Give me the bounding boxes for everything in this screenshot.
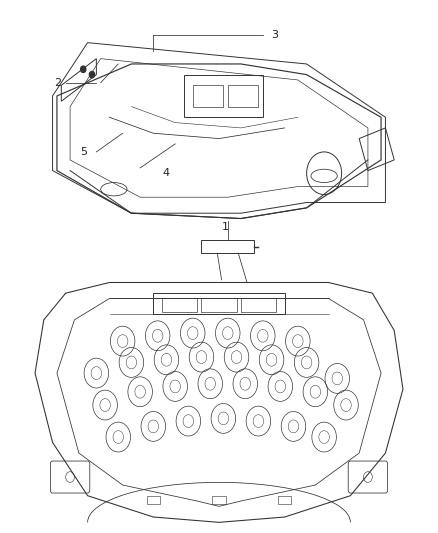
Text: 2: 2 bbox=[54, 78, 61, 87]
Text: 4: 4 bbox=[163, 168, 170, 178]
Bar bbox=[147, 496, 160, 504]
Circle shape bbox=[81, 66, 86, 72]
Bar bbox=[212, 496, 226, 504]
Text: 1: 1 bbox=[222, 222, 229, 232]
Bar bbox=[278, 496, 291, 504]
Circle shape bbox=[89, 71, 95, 78]
Text: 3: 3 bbox=[272, 30, 279, 39]
Text: 5: 5 bbox=[81, 147, 88, 157]
